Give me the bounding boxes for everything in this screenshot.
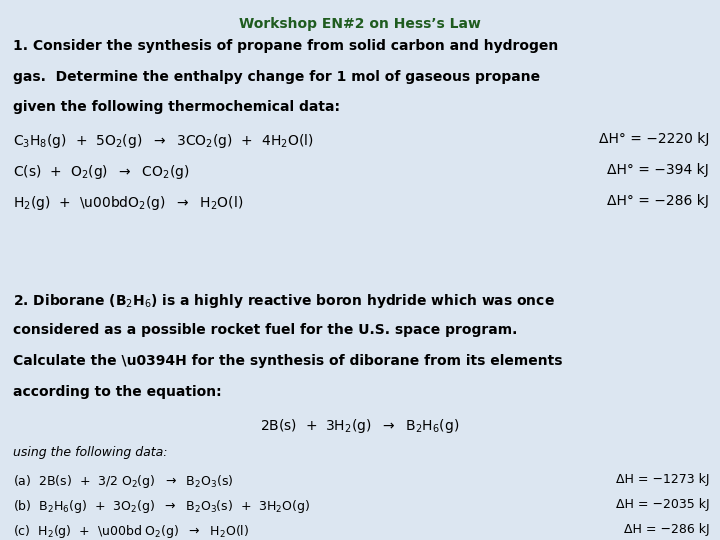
Text: (b)  B$_2$H$_6$(g)  +  3O$_2$(g)  $\rightarrow$  B$_2$O$_3$(s)  +  3H$_2$O(g): (b) B$_2$H$_6$(g) + 3O$_2$(g) $\rightarr…	[13, 498, 310, 515]
Text: gas.  Determine the enthalpy change for 1 mol of gaseous propane: gas. Determine the enthalpy change for 1…	[13, 70, 540, 84]
Text: ΔH° = −2220 kJ: ΔH° = −2220 kJ	[599, 132, 709, 146]
Text: using the following data:: using the following data:	[13, 447, 168, 460]
Text: C$_3$H$_8$(g)  +  5O$_2$(g)  $\rightarrow$  3CO$_2$(g)  +  4H$_2$O(l): C$_3$H$_8$(g) + 5O$_2$(g) $\rightarrow$ …	[13, 132, 314, 150]
Text: H$_2$(g)  +  \u00bdO$_2$(g)  $\rightarrow$  H$_2$O(l): H$_2$(g) + \u00bdO$_2$(g) $\rightarrow$ …	[13, 194, 243, 212]
Text: given the following thermochemical data:: given the following thermochemical data:	[13, 100, 340, 114]
Text: C(s)  +  O$_2$(g)  $\rightarrow$  CO$_2$(g): C(s) + O$_2$(g) $\rightarrow$ CO$_2$(g)	[13, 163, 189, 181]
Text: 2B(s)  +  3H$_2$(g)  $\rightarrow$  B$_2$H$_6$(g): 2B(s) + 3H$_2$(g) $\rightarrow$ B$_2$H$_…	[261, 417, 459, 435]
Text: (c)  H$_2$(g)  +  \u00bd O$_2$(g)  $\rightarrow$  H$_2$O(l): (c) H$_2$(g) + \u00bd O$_2$(g) $\rightar…	[13, 523, 249, 540]
Text: ΔH = −286 kJ: ΔH = −286 kJ	[624, 523, 709, 536]
Text: according to the equation:: according to the equation:	[13, 384, 222, 399]
Text: ΔH = −2035 kJ: ΔH = −2035 kJ	[616, 498, 709, 511]
Text: Calculate the \u0394H for the synthesis of diborane from its elements: Calculate the \u0394H for the synthesis …	[13, 354, 562, 368]
Text: ΔH = −1273 kJ: ΔH = −1273 kJ	[616, 472, 709, 485]
Text: (a)  2B(s)  +  3/2 O$_2$(g)  $\rightarrow$  B$_2$O$_3$(s): (a) 2B(s) + 3/2 O$_2$(g) $\rightarrow$ B…	[13, 472, 233, 489]
Text: 2. Diborane (B$_2$H$_6$) is a highly reactive boron hydride which was once: 2. Diborane (B$_2$H$_6$) is a highly rea…	[13, 292, 555, 310]
Text: considered as a possible rocket fuel for the U.S. space program.: considered as a possible rocket fuel for…	[13, 323, 518, 337]
Text: 1. Consider the synthesis of propane from solid carbon and hydrogen: 1. Consider the synthesis of propane fro…	[13, 39, 558, 53]
Text: ΔH° = −394 kJ: ΔH° = −394 kJ	[608, 163, 709, 177]
Text: ΔH° = −286 kJ: ΔH° = −286 kJ	[608, 194, 709, 208]
Text: Workshop EN#2 on Hess’s Law: Workshop EN#2 on Hess’s Law	[239, 17, 481, 31]
